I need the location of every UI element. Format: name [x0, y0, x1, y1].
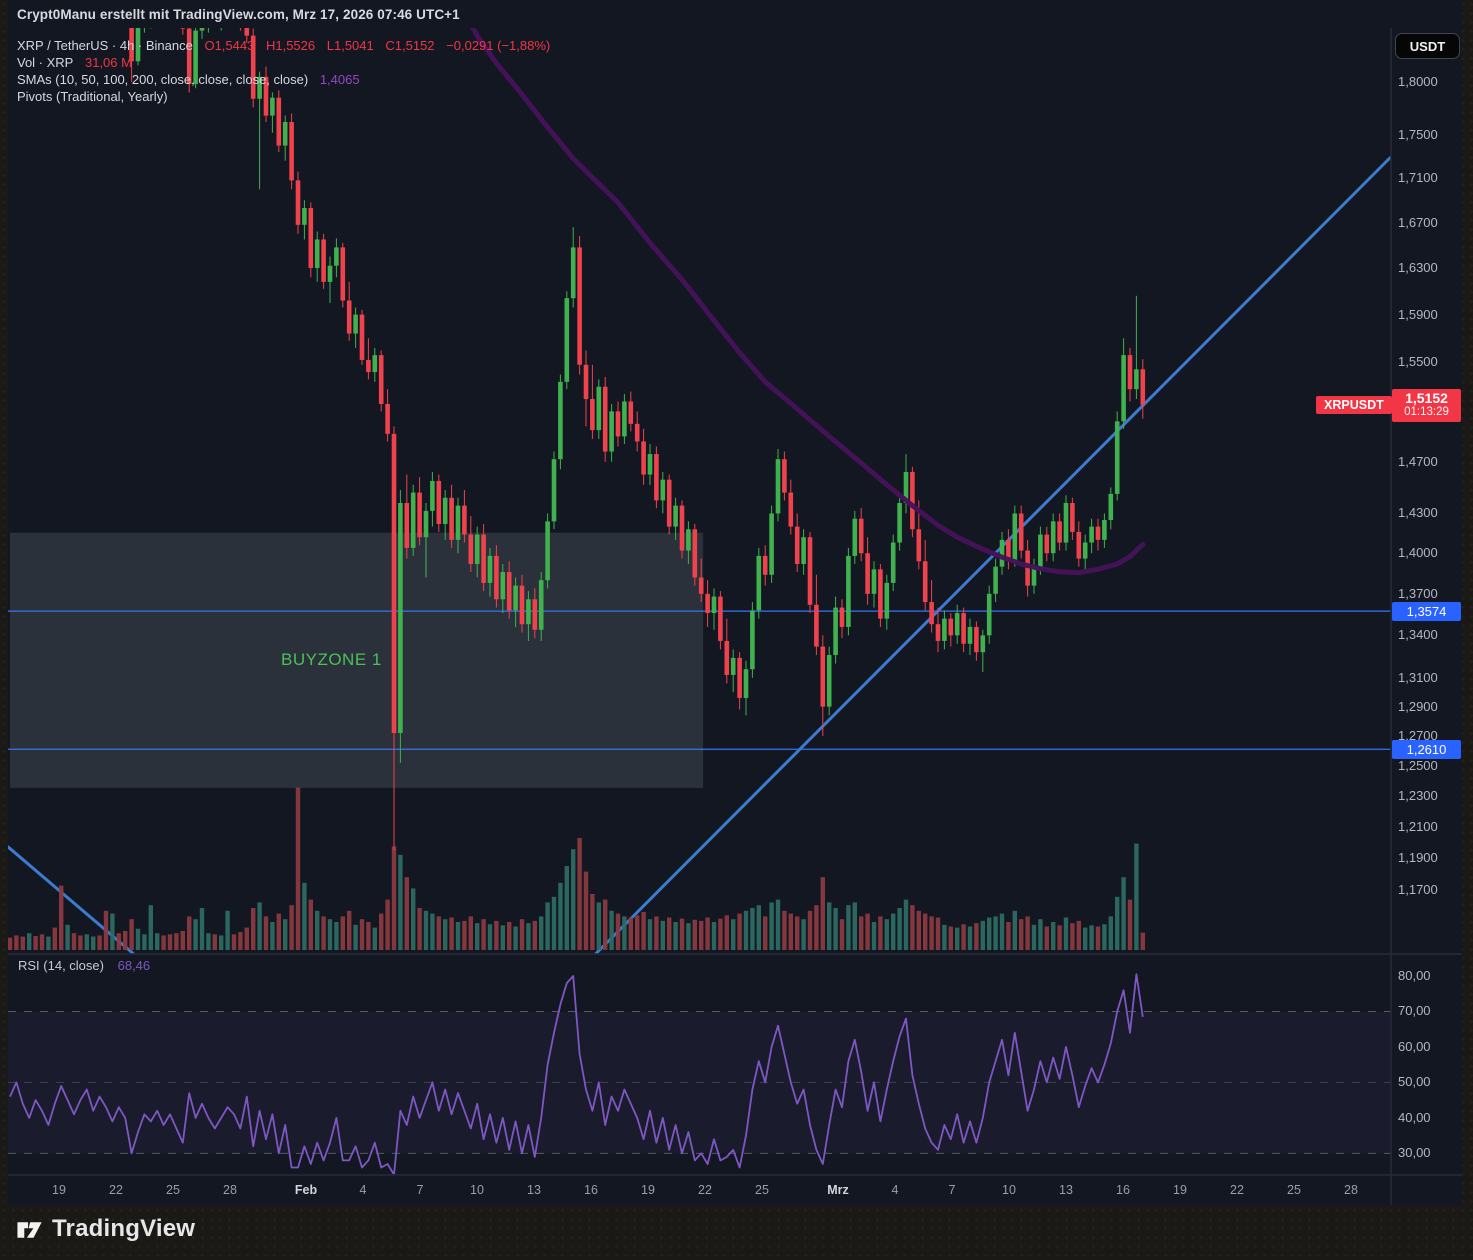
tradingview-logo[interactable]: TradingView: [16, 1215, 195, 1243]
time-tick-22: 22: [698, 1183, 712, 1197]
price-tick-1,6700: 1,6700: [1398, 214, 1438, 230]
legend-smas-row[interactable]: SMAs (10, 50, 100, 200, close, close, cl…: [17, 72, 360, 87]
time-tick-4: 4: [359, 1183, 367, 1197]
price-tick-1,6300: 1,6300: [1398, 260, 1438, 275]
price-tick-1,7500: 1,7500: [1398, 126, 1438, 142]
price-pane: [8, 0, 1391, 954]
price-tick-1,7100: 1,7100: [1398, 170, 1438, 186]
price-tick-1,4700: 1,4700: [1398, 453, 1438, 469]
legend-symbol-row[interactable]: XRP / TetherUS · 4h · Binance O1,5443 H1…: [17, 38, 550, 53]
symbol-flag-label[interactable]: XRPUSDT: [1316, 395, 1392, 414]
price-tick-1,3700: 1,3700: [1398, 585, 1438, 601]
time-tick-Feb: Feb: [294, 1183, 318, 1197]
time-tick-10: 10: [470, 1183, 484, 1197]
level-badge-12610: 1,2610: [1392, 739, 1461, 759]
symbol-title: XRP / TetherUS · 4h · Binance: [17, 38, 193, 53]
candles-layer: [129, 28, 1146, 851]
time-tick-Mrz: Mrz: [827, 1183, 849, 1197]
level-badge-13574: 1,3574: [1392, 601, 1461, 621]
time-tick-13: 13: [1059, 1183, 1073, 1197]
rsi-tick-70,00: 70,00: [1398, 1003, 1431, 1019]
rsi-tick-30,00: 30,00: [1398, 1145, 1431, 1161]
time-tick-22: 22: [1230, 1183, 1244, 1197]
rsi-line[interactable]: [9, 973, 1144, 1174]
price-tick-1,5500: 1,5500: [1398, 354, 1438, 370]
rsi-tick-50,00: 50,00: [1398, 1074, 1431, 1090]
volume-label: Vol · XRP: [17, 55, 74, 70]
rsi-tick-40,00: 40,00: [1398, 1109, 1431, 1125]
ohlc-open: O1,5443: [204, 38, 255, 53]
volume-value: 31,06 M: [84, 55, 132, 70]
price-tick-1,2500: 1,2500: [1398, 757, 1438, 773]
price-tick-1,1900: 1,1900: [1398, 849, 1438, 865]
currency-toggle-button[interactable]: USDT: [1395, 33, 1460, 59]
time-tick-13: 13: [527, 1183, 541, 1197]
ohlc-low: L1,5041: [326, 38, 374, 53]
price-tick-1,2700: 1,2700: [1398, 727, 1438, 743]
rsi-tick-80,00: 80,00: [1398, 968, 1431, 983]
rsi-tick-60,00: 60,00: [1398, 1038, 1431, 1054]
tradingview-logo-icon: [17, 1221, 42, 1238]
sma-200-line[interactable]: [432, 0, 1146, 576]
rsi-pane: [8, 973, 1391, 1174]
legend-volume-row[interactable]: Vol · XRP 31,06 M: [17, 55, 132, 70]
time-tick-16: 16: [584, 1183, 598, 1197]
price-tick-1,3100: 1,3100: [1398, 669, 1438, 685]
time-tick-19: 19: [52, 1183, 66, 1197]
time-tick-19: 19: [641, 1183, 655, 1197]
attribution-text: Crypt0Manu erstellt mit TradingView.com,…: [17, 7, 460, 22]
price-tick-1,1700: 1,1700: [1398, 881, 1438, 897]
volume-layer: [8, 787, 1145, 950]
rsi-legend-row[interactable]: RSI (14, close) 68,46: [18, 958, 150, 973]
price-tick-1,2100: 1,2100: [1398, 818, 1438, 834]
ohlc-close: C1,5152: [385, 38, 435, 53]
rsi-label: RSI (14, close): [18, 958, 104, 973]
legend-pivots-row[interactable]: Pivots (Traditional, Yearly): [17, 89, 168, 104]
price-tick-1,2900: 1,2900: [1398, 698, 1438, 714]
last-price-value: 1,5152: [1405, 390, 1448, 407]
time-tick-25: 25: [1287, 1183, 1301, 1197]
time-tick-10: 10: [1002, 1183, 1016, 1197]
time-tick-25: 25: [755, 1183, 769, 1197]
time-tick-16: 16: [1116, 1183, 1130, 1197]
time-tick-25: 25: [166, 1183, 180, 1197]
time-tick-7: 7: [948, 1183, 956, 1197]
time-tick-19: 19: [1173, 1183, 1187, 1197]
buyzone-label[interactable]: BUYZONE 1: [281, 650, 382, 669]
pivots-label: Pivots (Traditional, Yearly): [17, 89, 168, 104]
buyzone-box[interactable]: [10, 532, 704, 788]
time-tick-22: 22: [109, 1183, 123, 1197]
ohlc-high: H1,5526: [265, 38, 316, 53]
last-price-badge: 1,5152 01:13:29: [1392, 389, 1461, 423]
price-tick-1,4000: 1,4000: [1398, 545, 1438, 561]
price-tick-1,8000: 1,8000: [1398, 74, 1438, 89]
chart-frame: [8, 0, 1462, 1205]
time-tick-4: 4: [891, 1183, 899, 1197]
smas-value: 1,4065: [319, 72, 360, 87]
smas-label: SMAs (10, 50, 100, 200, close, close, cl…: [17, 72, 309, 87]
bar-countdown: 01:13:29: [1404, 406, 1449, 419]
tradingview-logo-text: TradingView: [52, 1215, 196, 1242]
price-tick-1,2300: 1,2300: [1398, 787, 1438, 803]
time-tick-28: 28: [1344, 1183, 1358, 1197]
price-tick-1,5900: 1,5900: [1398, 306, 1438, 322]
time-tick-7: 7: [416, 1183, 424, 1197]
price-tick-1,4300: 1,4300: [1398, 505, 1438, 521]
price-tick-1,3400: 1,3400: [1398, 627, 1438, 643]
ohlc-change: −0,0291 (−1,88%): [446, 38, 551, 53]
rsi-value: 68,46: [117, 958, 151, 973]
time-tick-28: 28: [223, 1183, 237, 1197]
